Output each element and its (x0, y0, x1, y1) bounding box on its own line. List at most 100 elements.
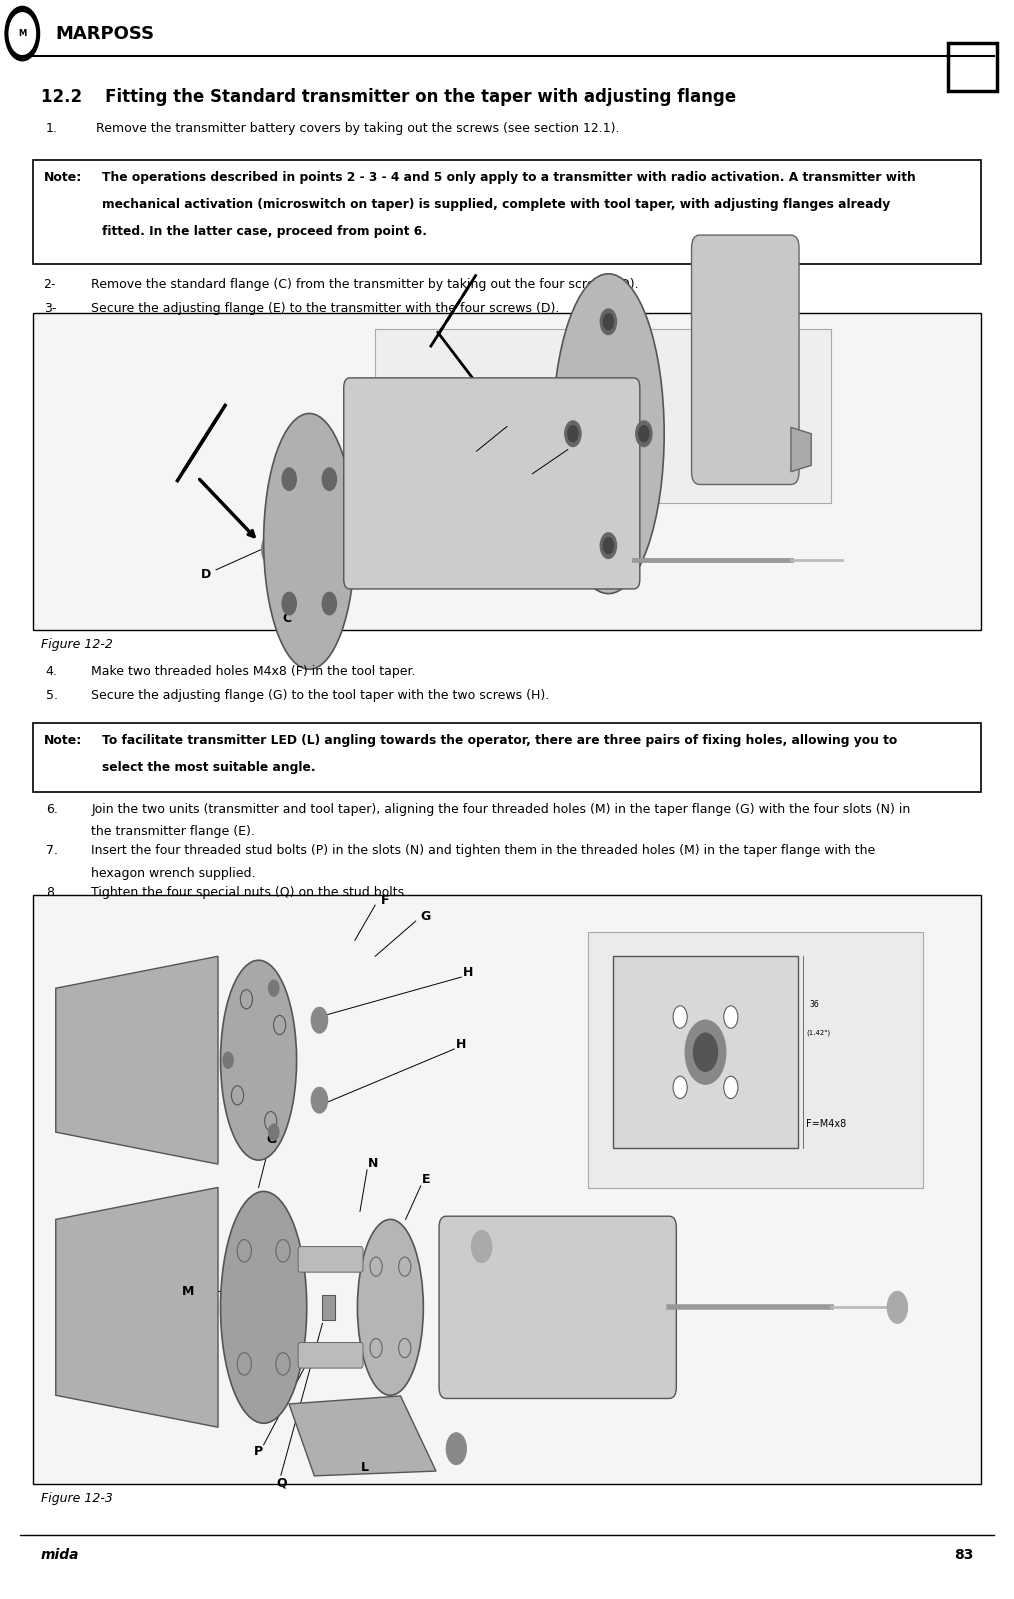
Text: 5.: 5. (46, 689, 58, 702)
Text: 83: 83 (954, 1548, 973, 1562)
Text: 3-: 3- (44, 302, 56, 315)
Text: 7.: 7. (46, 844, 58, 857)
Text: The operations described in points 2 - 3 - 4 and 5 only apply to a transmitter w: The operations described in points 2 - 3… (102, 171, 917, 184)
FancyBboxPatch shape (948, 43, 997, 91)
FancyBboxPatch shape (33, 723, 981, 792)
FancyBboxPatch shape (322, 1295, 335, 1321)
Text: F=M4x8: F=M4x8 (805, 1119, 846, 1129)
Text: Remove the transmitter battery covers by taking out the screws (see section 12.1: Remove the transmitter battery covers by… (96, 122, 620, 134)
Circle shape (223, 1052, 233, 1068)
Text: 12.2    Fitting the Standard transmitter on the taper with adjusting flange: 12.2 Fitting the Standard transmitter on… (41, 88, 736, 106)
Text: 2-: 2- (44, 278, 56, 291)
Text: (1.42"): (1.42") (807, 1030, 830, 1036)
Text: To facilitate transmitter LED (L) angling towards the operator, there are three : To facilitate transmitter LED (L) anglin… (102, 734, 897, 747)
Circle shape (311, 1087, 328, 1113)
FancyBboxPatch shape (33, 160, 981, 264)
Polygon shape (56, 1188, 218, 1428)
Circle shape (600, 309, 617, 334)
Text: Secure the adjusting flange (E) to the transmitter with the four screws (D).: Secure the adjusting flange (E) to the t… (91, 302, 560, 315)
Circle shape (639, 425, 649, 441)
Text: Make two threaded holes M4x8 (F) in the tool taper.: Make two threaded holes M4x8 (F) in the … (91, 665, 416, 678)
Circle shape (322, 592, 337, 614)
Circle shape (603, 537, 613, 553)
FancyBboxPatch shape (33, 895, 981, 1484)
Text: Figure 12-2: Figure 12-2 (41, 638, 113, 651)
Ellipse shape (221, 961, 297, 1161)
Text: M: M (182, 1286, 194, 1298)
Circle shape (636, 421, 652, 446)
Text: Insert the four threaded stud bolts (P) in the slots (N) and tighten them in the: Insert the four threaded stud bolts (P) … (91, 844, 875, 857)
FancyBboxPatch shape (298, 1247, 363, 1273)
FancyBboxPatch shape (33, 313, 981, 630)
FancyBboxPatch shape (298, 1343, 363, 1369)
Polygon shape (56, 956, 218, 1164)
Text: 4.: 4. (46, 665, 58, 678)
Text: D: D (461, 448, 472, 461)
Text: Q: Q (277, 1477, 287, 1490)
Text: C: C (282, 612, 291, 625)
Ellipse shape (553, 273, 664, 593)
Circle shape (269, 1124, 279, 1140)
Text: E: E (507, 472, 515, 486)
Circle shape (568, 425, 578, 441)
Text: fitted. In the latter case, proceed from point 6.: fitted. In the latter case, proceed from… (102, 225, 428, 238)
Circle shape (603, 313, 613, 329)
Text: Remove the standard flange (C) from the transmitter by taking out the four screw: Remove the standard flange (C) from the … (91, 278, 639, 291)
Polygon shape (791, 427, 811, 472)
Text: U: U (963, 54, 982, 80)
Circle shape (600, 532, 617, 558)
Text: Join the two units (transmitter and tool taper), aligning the four threaded hole: Join the two units (transmitter and tool… (91, 803, 911, 815)
Text: mechanical activation (microswitch on taper) is supplied, complete with tool tap: mechanical activation (microswitch on ta… (102, 198, 890, 211)
Circle shape (282, 592, 296, 614)
Text: hexagon wrench supplied.: hexagon wrench supplied. (91, 867, 256, 879)
Text: Note:: Note: (44, 734, 82, 747)
Circle shape (887, 1292, 908, 1324)
Circle shape (685, 1020, 726, 1084)
Circle shape (269, 980, 279, 996)
FancyBboxPatch shape (613, 956, 797, 1148)
FancyBboxPatch shape (344, 377, 640, 588)
Text: E: E (422, 1174, 430, 1186)
Text: H: H (456, 1038, 466, 1051)
Text: Note:: Note: (44, 171, 82, 184)
Text: mida: mida (41, 1548, 79, 1562)
Text: MARPOSS: MARPOSS (56, 24, 155, 43)
Circle shape (724, 1006, 738, 1028)
Circle shape (724, 1076, 738, 1099)
Circle shape (322, 469, 337, 491)
Text: G: G (421, 910, 431, 923)
Text: L: L (361, 1461, 369, 1474)
Circle shape (5, 6, 40, 61)
Circle shape (262, 534, 282, 566)
Text: Secure the adjusting flange (G) to the tool taper with the two screws (H).: Secure the adjusting flange (G) to the t… (91, 689, 550, 702)
Circle shape (446, 1433, 466, 1465)
Circle shape (311, 1007, 328, 1033)
Circle shape (507, 427, 527, 459)
Text: D: D (201, 568, 211, 580)
Text: P: P (255, 1445, 263, 1458)
Circle shape (673, 1076, 687, 1099)
Circle shape (694, 1033, 718, 1071)
FancyBboxPatch shape (439, 1217, 676, 1399)
Text: 8.: 8. (46, 886, 58, 899)
Text: H: H (463, 966, 474, 979)
Circle shape (565, 421, 581, 446)
FancyBboxPatch shape (375, 329, 831, 504)
Ellipse shape (264, 414, 355, 670)
Text: Tighten the four special nuts (Q) on the stud bolts.: Tighten the four special nuts (Q) on the… (91, 886, 409, 899)
Text: Figure 12-3: Figure 12-3 (41, 1492, 113, 1505)
Ellipse shape (221, 1191, 307, 1423)
Circle shape (282, 469, 296, 491)
Text: 36: 36 (809, 999, 819, 1009)
Polygon shape (289, 1396, 436, 1476)
Circle shape (673, 1006, 687, 1028)
Text: 1.: 1. (46, 122, 58, 134)
FancyBboxPatch shape (692, 235, 799, 484)
Circle shape (472, 1231, 492, 1263)
Circle shape (9, 13, 35, 54)
Text: M: M (18, 29, 26, 38)
Text: 6.: 6. (46, 803, 58, 815)
FancyBboxPatch shape (588, 932, 923, 1188)
Text: N: N (368, 1158, 378, 1170)
Text: G: G (267, 1134, 277, 1146)
